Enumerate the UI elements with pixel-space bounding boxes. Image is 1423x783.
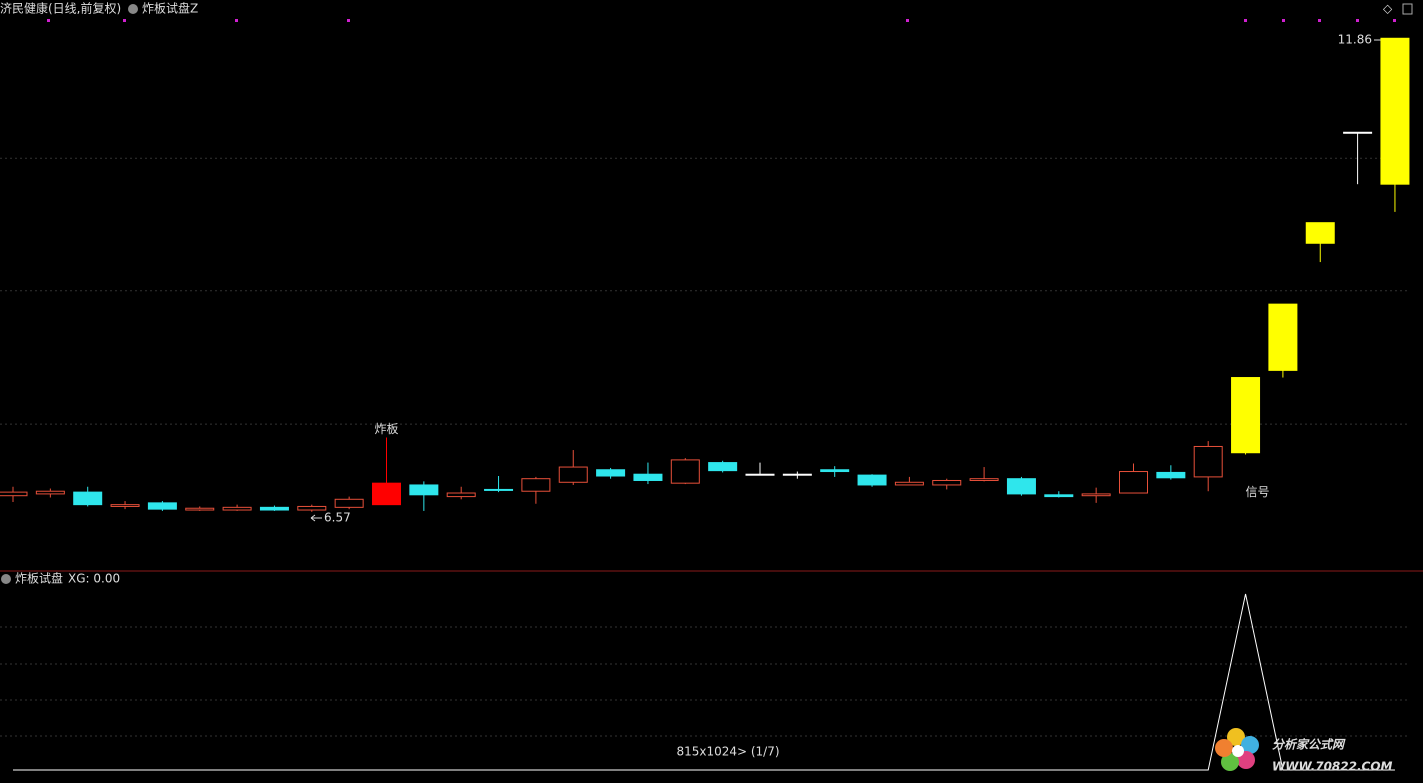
- candle-body: [857, 474, 887, 486]
- candle-body: [110, 504, 140, 507]
- logo: [1215, 728, 1259, 771]
- candle-body: [334, 498, 364, 508]
- annotation: 信号: [1246, 485, 1270, 499]
- candle-body: [932, 479, 962, 486]
- candle-body: [147, 502, 177, 510]
- candle-body: [1081, 493, 1111, 497]
- candle-body: [372, 482, 401, 506]
- candle-body: [745, 473, 775, 476]
- lower-grid: [0, 626, 1410, 737]
- menu-icon[interactable]: [1, 574, 11, 584]
- lower-title: 炸板试盘: [15, 571, 63, 586]
- low-label: 6.57: [324, 511, 351, 525]
- candle-body: [1044, 494, 1074, 498]
- diamond-icon[interactable]: ◇: [1383, 2, 1393, 16]
- signal-dots: [47, 19, 1396, 22]
- candle-body: [409, 484, 439, 496]
- candle-body: [1343, 131, 1373, 134]
- candle-body: [1380, 37, 1410, 185]
- indicator-line: [13, 593, 1395, 771]
- candle-body: [1193, 445, 1223, 478]
- candle-body: [633, 473, 663, 481]
- legend: XG: 0.00: [68, 572, 120, 586]
- watermark-url: WWW.70822.COM: [1272, 760, 1393, 774]
- annotation: 炸板: [374, 422, 398, 436]
- candle-body: [1006, 478, 1036, 495]
- candle-body: [1119, 471, 1148, 494]
- stock-title: 济民健康(日线,前复权): [0, 1, 121, 16]
- candle-body: [1231, 377, 1261, 454]
- candle-body: [446, 492, 476, 498]
- candle-body: [558, 466, 588, 483]
- candle-body: [894, 481, 924, 486]
- candle-body: [521, 478, 551, 492]
- menu-icon[interactable]: [128, 4, 138, 14]
- candle-body: [297, 505, 327, 511]
- candle-body: [782, 473, 812, 476]
- candle-body: [708, 462, 738, 472]
- watermark-name: 分析家公式网: [1272, 738, 1346, 752]
- candle-body: [484, 488, 514, 491]
- candle-body: [222, 506, 252, 511]
- low-arrow-head: [310, 514, 316, 522]
- candle-body: [0, 491, 28, 497]
- candle-body: [1305, 222, 1335, 244]
- candle-body: [1268, 303, 1298, 371]
- candle-body: [73, 491, 103, 506]
- candle-body: [820, 469, 850, 473]
- candle-body: [259, 506, 289, 511]
- high-label: 11.86: [1338, 33, 1372, 47]
- candle-body: [969, 478, 999, 481]
- status-text: 815x1024> (1/7): [676, 745, 779, 759]
- indicator-name: 炸板试盘Z: [142, 1, 198, 16]
- candle-body: [670, 459, 700, 484]
- candle-body: [1156, 471, 1186, 479]
- candle-body: [35, 490, 65, 495]
- candle-body: [185, 507, 215, 511]
- candle-body: [596, 469, 626, 477]
- window-icon[interactable]: [1402, 3, 1413, 15]
